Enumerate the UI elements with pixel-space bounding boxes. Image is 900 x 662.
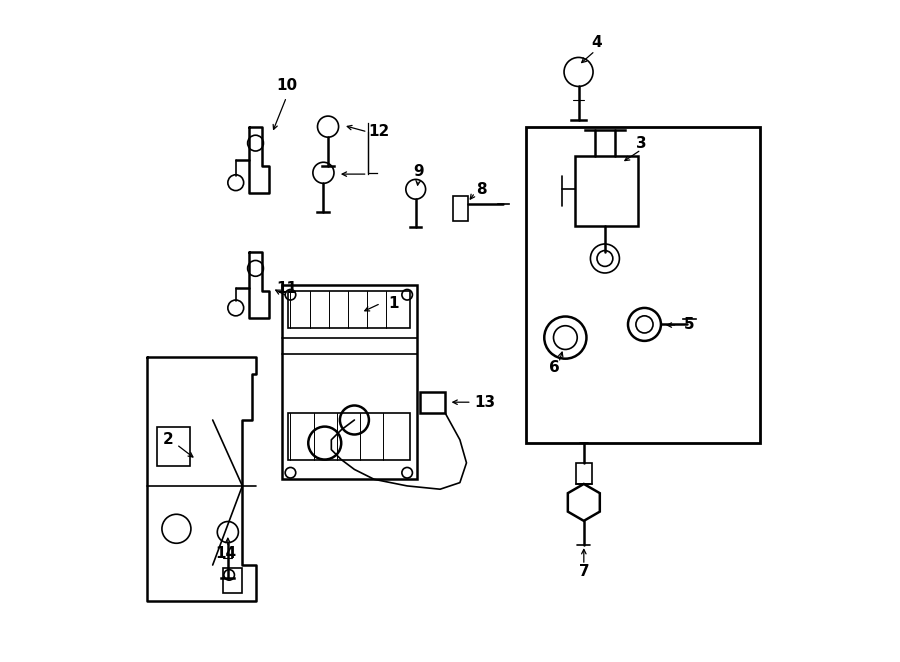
Text: 2: 2 (163, 432, 173, 448)
Text: 7: 7 (579, 564, 590, 579)
Bar (575, 156, 638, 226)
Bar (222, 568, 242, 593)
Bar (157, 426, 190, 466)
Text: 12: 12 (368, 124, 390, 140)
Text: 6: 6 (549, 359, 560, 375)
Text: 4: 4 (591, 36, 602, 50)
Text: 11: 11 (276, 281, 298, 296)
Text: 8: 8 (476, 182, 487, 197)
Text: 9: 9 (413, 164, 424, 179)
Bar (576, 463, 591, 484)
Bar (282, 285, 417, 479)
Text: 13: 13 (474, 395, 496, 410)
Text: 5: 5 (683, 317, 694, 332)
Bar (289, 291, 410, 328)
Bar (526, 126, 760, 443)
Text: 1: 1 (389, 296, 400, 311)
Text: 3: 3 (636, 136, 646, 151)
Text: 10: 10 (276, 78, 297, 93)
Bar (289, 413, 410, 459)
Bar (454, 196, 468, 221)
Bar (420, 392, 446, 412)
Text: 14: 14 (215, 546, 237, 561)
